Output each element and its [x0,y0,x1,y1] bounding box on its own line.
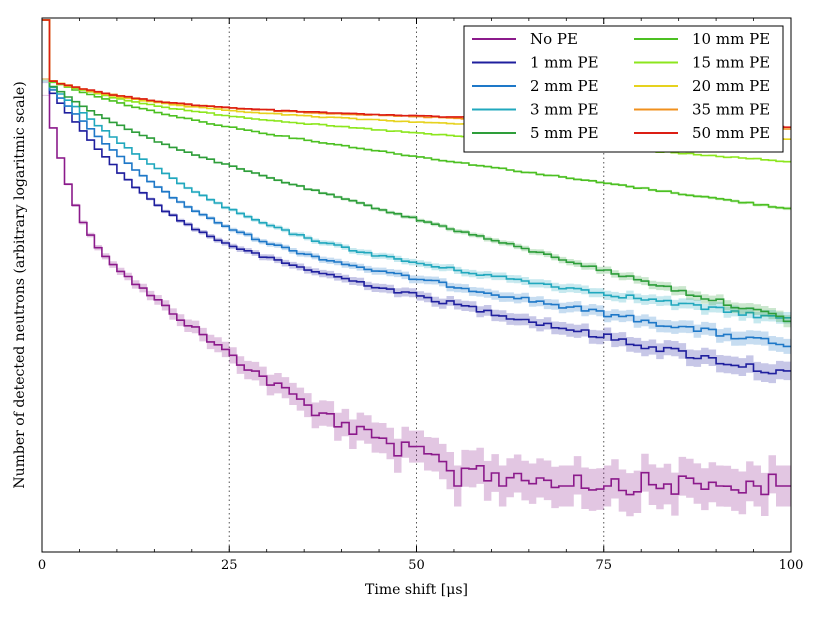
series-no-pe [42,19,791,517]
legend-label: 1 mm PE [530,54,599,72]
series-line [42,19,791,348]
grid-lines [228,18,605,552]
legend-label: 2 mm PE [530,77,599,95]
legend-label: 35 mm PE [692,101,770,119]
x-tick-label-50: 50 [408,558,425,573]
legend-label: No PE [530,30,578,48]
x-tick-label-75: 75 [595,558,612,573]
series-1-mm-pe [42,19,791,384]
series-line [42,19,791,323]
series-line [42,19,791,319]
x-tick-label-25: 25 [221,558,238,573]
series-2-mm-pe [42,19,791,354]
series-5-mm-pe [42,19,791,328]
error-band [42,81,791,354]
legend-box [463,25,784,153]
series-10-mm-pe [42,19,791,211]
error-band [42,94,791,517]
series-line [42,19,791,375]
x-tick-label-0: 0 [38,558,46,573]
legend-label: 3 mm PE [530,101,599,119]
series-line [42,19,791,496]
x-tick-label-100: 100 [779,558,804,573]
axis-ticks: 0 25 50 75 100 [38,18,804,573]
error-band [42,82,791,384]
legend-label: 5 mm PE [530,124,599,142]
error-band [42,80,791,328]
x-axis-title: Time shift [μs] [365,582,468,598]
series-line [42,19,791,210]
series-3-mm-pe [42,19,791,324]
legend-label: 20 mm PE [692,77,770,95]
legend-label: 15 mm PE [692,54,770,72]
legend-label: 10 mm PE [692,30,770,48]
y-axis-title: Number of detected neutrons (arbitrary l… [12,81,28,488]
legend: No PE 1 mm PE 2 mm PE 3 mm PE 5 mm PE 10 mm P… [463,25,784,153]
legend-label: 50 mm PE [692,124,770,142]
